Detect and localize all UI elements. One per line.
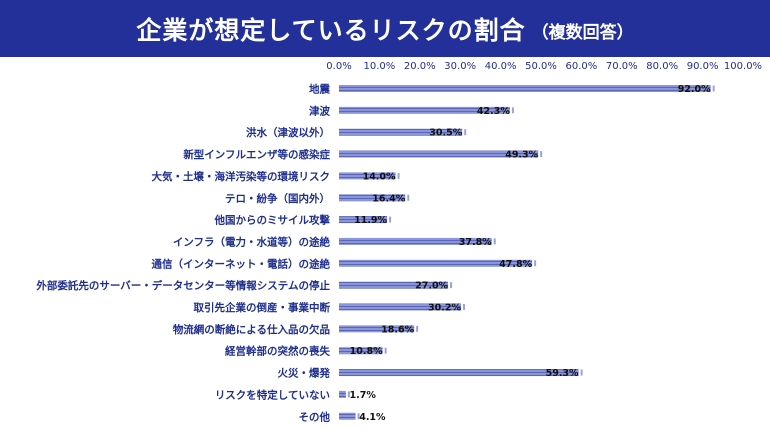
bar-end-marker bbox=[407, 194, 410, 201]
x-tick-label: 10.0% bbox=[364, 61, 396, 72]
value-label: 1.7% bbox=[350, 390, 377, 401]
bar-end-marker bbox=[450, 282, 453, 289]
bar-chart: 0.0% 10.0% 20.0% 30.0% 40.0% 50.0% 60.0% 70.0% 8… bbox=[35, 61, 762, 424]
bar-end-marker bbox=[580, 369, 583, 376]
bar-series bbox=[339, 85, 715, 420]
category-label: テロ・紛争（国内外） bbox=[225, 192, 330, 205]
x-tick-label: 90.0% bbox=[687, 61, 719, 72]
value-label: 4.1% bbox=[359, 412, 386, 423]
value-label: 47.8% bbox=[499, 259, 532, 270]
value-label: 49.3% bbox=[505, 150, 538, 161]
value-label: 30.5% bbox=[429, 128, 462, 139]
chart-subtitle: （複数回答） bbox=[531, 23, 634, 43]
bar-end-marker bbox=[347, 391, 350, 398]
bar bbox=[339, 303, 462, 311]
title-banner: 企業が想定しているリスクの割合 （複数回答） bbox=[0, 0, 770, 57]
value-label: 92.0% bbox=[678, 84, 711, 95]
category-label: 新型インフルエンザ等の感染症 bbox=[183, 148, 330, 161]
value-label: 37.8% bbox=[459, 237, 492, 248]
bar bbox=[339, 106, 510, 114]
value-label: 59.3% bbox=[546, 368, 579, 379]
bar-end-marker bbox=[464, 129, 467, 136]
x-tick-label: 50.0% bbox=[525, 61, 557, 72]
category-label: 物流網の断絶による仕入品の欠品 bbox=[173, 323, 330, 336]
bar bbox=[339, 390, 346, 398]
bar bbox=[339, 347, 383, 355]
bar bbox=[339, 172, 396, 180]
value-label: 16.4% bbox=[372, 193, 405, 204]
bar bbox=[339, 194, 406, 202]
bar bbox=[339, 325, 415, 333]
category-label: 地震 bbox=[309, 83, 330, 96]
category-label: 他国からのミサイル攻撃 bbox=[214, 214, 331, 227]
value-label: 42.3% bbox=[477, 106, 510, 117]
category-label: 洪水（津波以外） bbox=[246, 126, 330, 139]
category-label: 津波 bbox=[309, 104, 330, 117]
bar-end-marker bbox=[511, 107, 514, 114]
bar bbox=[339, 150, 539, 158]
category-label: 通信（インターネット・電話）の途絶 bbox=[152, 257, 331, 270]
value-label: 14.0% bbox=[363, 171, 396, 182]
value-labels: 92.0% 42.3% 30.5% 49.3% 14.0% 16.4% 11.9% 37.8%… bbox=[350, 84, 712, 423]
bar-end-marker bbox=[397, 172, 400, 179]
category-label: 経営幹部の突然の喪失 bbox=[225, 345, 330, 358]
value-label: 11.9% bbox=[354, 215, 387, 226]
category-label: インフラ（電力・水道等）の途絶 bbox=[173, 235, 331, 248]
value-label: 18.6% bbox=[381, 324, 414, 335]
category-label: 取引先企業の倒産・事業中断 bbox=[194, 301, 331, 314]
bar bbox=[339, 369, 579, 377]
bar-end-marker bbox=[534, 260, 537, 267]
category-label: 大気・土壌・海洋汚染等の環境リスク bbox=[152, 170, 331, 183]
value-label: 27.0% bbox=[415, 281, 448, 292]
bar bbox=[339, 237, 492, 245]
bar bbox=[339, 412, 356, 420]
bar-end-marker bbox=[493, 238, 496, 245]
category-label: リスクを特定していない bbox=[215, 388, 330, 401]
bar bbox=[339, 259, 533, 267]
bar-end-marker bbox=[540, 151, 543, 158]
category-label: その他 bbox=[299, 410, 331, 423]
value-label: 10.8% bbox=[350, 346, 383, 357]
category-label: 火災・爆発 bbox=[278, 367, 331, 380]
x-tick-label: 80.0% bbox=[646, 61, 678, 72]
value-label: 30.2% bbox=[428, 303, 461, 314]
x-tick-label: 0.0% bbox=[326, 61, 351, 72]
x-tick-label: 70.0% bbox=[606, 61, 638, 72]
bar-end-marker bbox=[389, 216, 392, 223]
bar bbox=[339, 281, 449, 289]
bar-end-marker bbox=[357, 413, 360, 420]
x-axis-ticks: 0.0% 10.0% 20.0% 30.0% 40.0% 50.0% 60.0% 70.0% 8… bbox=[326, 61, 762, 72]
x-tick-label: 30.0% bbox=[444, 61, 476, 72]
chart-title: 企業が想定しているリスクの割合 bbox=[136, 15, 526, 45]
bar bbox=[339, 85, 711, 92]
bar-end-marker bbox=[384, 347, 387, 354]
category-label: 外部委託先のサーバー・データセンター等情報システムの停止 bbox=[35, 279, 330, 292]
bar bbox=[339, 128, 463, 136]
x-tick-label: 100.0% bbox=[724, 61, 762, 72]
x-tick-label: 40.0% bbox=[485, 61, 517, 72]
bar-end-marker bbox=[463, 304, 466, 310]
x-tick-label: 60.0% bbox=[566, 61, 598, 72]
bar-end-marker bbox=[712, 85, 715, 92]
bar-end-marker bbox=[416, 325, 419, 332]
x-tick-label: 20.0% bbox=[404, 61, 436, 72]
bar bbox=[339, 216, 388, 224]
